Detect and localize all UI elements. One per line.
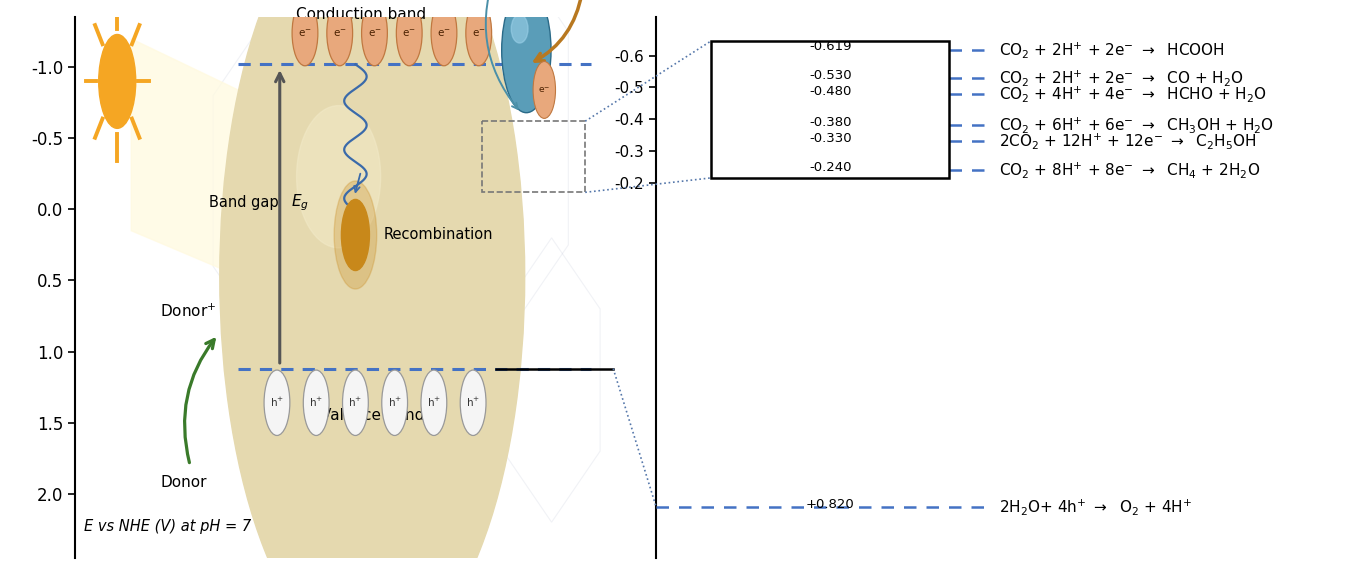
Text: Band gap: Band gap	[209, 195, 278, 210]
Bar	[711, 41, 949, 178]
Text: h$^{+}$: h$^{+}$	[427, 396, 442, 410]
Text: -0.480: -0.480	[809, 84, 852, 98]
Text: h$^{+}$: h$^{+}$	[466, 396, 480, 410]
Text: CO$_{2}$ + 2H$^{+}$ + 2e$^{−}$ $\rightarrow$  HCOOH: CO$_{2}$ + 2H$^{+}$ + 2e$^{−}$ $\rightar…	[998, 40, 1225, 59]
Circle shape	[431, 1, 457, 66]
Bar	[481, 121, 585, 192]
Ellipse shape	[511, 15, 528, 43]
Circle shape	[396, 1, 422, 66]
Circle shape	[342, 199, 369, 271]
Text: CO$_{2}$ + 4H$^{+}$ + 4e$^{−}$ $\rightarrow$  HCHO + H$_{2}$O: CO$_{2}$ + 4H$^{+}$ + 4e$^{−}$ $\rightar…	[998, 84, 1266, 104]
Circle shape	[343, 370, 368, 436]
Circle shape	[220, 0, 525, 581]
Circle shape	[303, 370, 329, 436]
Text: -0.530: -0.530	[809, 69, 852, 82]
Circle shape	[461, 370, 487, 436]
Text: 2CO$_{2}$ + 12H$^{+}$ + 12e$^{−}$ $\rightarrow$  C$_{2}$H$_{5}$OH: 2CO$_{2}$ + 12H$^{+}$ + 12e$^{−}$ $\righ…	[998, 131, 1256, 152]
Text: e$^{-}$: e$^{-}$	[539, 85, 551, 95]
Circle shape	[98, 34, 135, 128]
Text: e$^{-}$: e$^{-}$	[437, 27, 451, 38]
Text: 2H$_{2}$O+ 4h$^{+}$ $\rightarrow$  O$_{2}$ + 4H$^{+}$: 2H$_{2}$O+ 4h$^{+}$ $\rightarrow$ O$_{2}…	[998, 497, 1192, 517]
Text: -0.619: -0.619	[809, 40, 852, 53]
Text: h$^{+}$: h$^{+}$	[269, 396, 284, 410]
Polygon shape	[131, 39, 383, 338]
Text: e$^{-}$: e$^{-}$	[368, 27, 381, 38]
Text: h$^{+}$: h$^{+}$	[309, 396, 323, 410]
Circle shape	[327, 1, 353, 66]
Text: e$^{-}$: e$^{-}$	[472, 27, 485, 38]
Circle shape	[381, 370, 407, 436]
Text: e$^{-}$: e$^{-}$	[332, 27, 347, 38]
Circle shape	[421, 370, 447, 436]
Text: h$^{+}$: h$^{+}$	[388, 396, 402, 410]
Circle shape	[362, 1, 387, 66]
Circle shape	[293, 1, 319, 66]
Text: +0.820: +0.820	[807, 498, 854, 511]
Text: -0.380: -0.380	[809, 116, 852, 130]
Circle shape	[466, 1, 492, 66]
Text: CO$_{2}$ + 8H$^{+}$ + 8e$^{−}$ $\rightarrow$  CH$_{4}$ + 2H$_{2}$O: CO$_{2}$ + 8H$^{+}$ + 8e$^{−}$ $\rightar…	[998, 160, 1260, 180]
Circle shape	[264, 370, 290, 436]
Text: Donor$^{+}$: Donor$^{+}$	[160, 303, 216, 320]
Circle shape	[533, 62, 555, 119]
Circle shape	[502, 0, 551, 113]
Text: Valence band: Valence band	[320, 408, 424, 424]
Text: $E_g$: $E_g$	[291, 192, 309, 213]
Text: e$^{-}$: e$^{-}$	[298, 27, 312, 38]
Text: -0.240: -0.240	[809, 161, 852, 174]
Text: Conduction band: Conduction band	[297, 7, 427, 21]
Text: Recombination: Recombination	[383, 228, 493, 242]
Text: Donor: Donor	[160, 475, 206, 490]
Text: E vs NHE (V) at pH = 7: E vs NHE (V) at pH = 7	[83, 519, 250, 533]
Ellipse shape	[297, 106, 380, 248]
Text: -0.330: -0.330	[809, 132, 852, 145]
Text: CO$_{2}$ + 6H$^{+}$ + 6e$^{−}$ $\rightarrow$  CH$_{3}$OH + H$_{2}$O: CO$_{2}$ + 6H$^{+}$ + 6e$^{−}$ $\rightar…	[998, 116, 1274, 135]
Circle shape	[334, 181, 377, 289]
Text: e$^{-}$: e$^{-}$	[402, 27, 416, 38]
Text: h$^{+}$: h$^{+}$	[349, 396, 362, 410]
Text: CO$_{2}$ + 2H$^{+}$ + 2e$^{−}$ $\rightarrow$  CO + H$_{2}$O: CO$_{2}$ + 2H$^{+}$ + 2e$^{−}$ $\rightar…	[998, 68, 1244, 88]
